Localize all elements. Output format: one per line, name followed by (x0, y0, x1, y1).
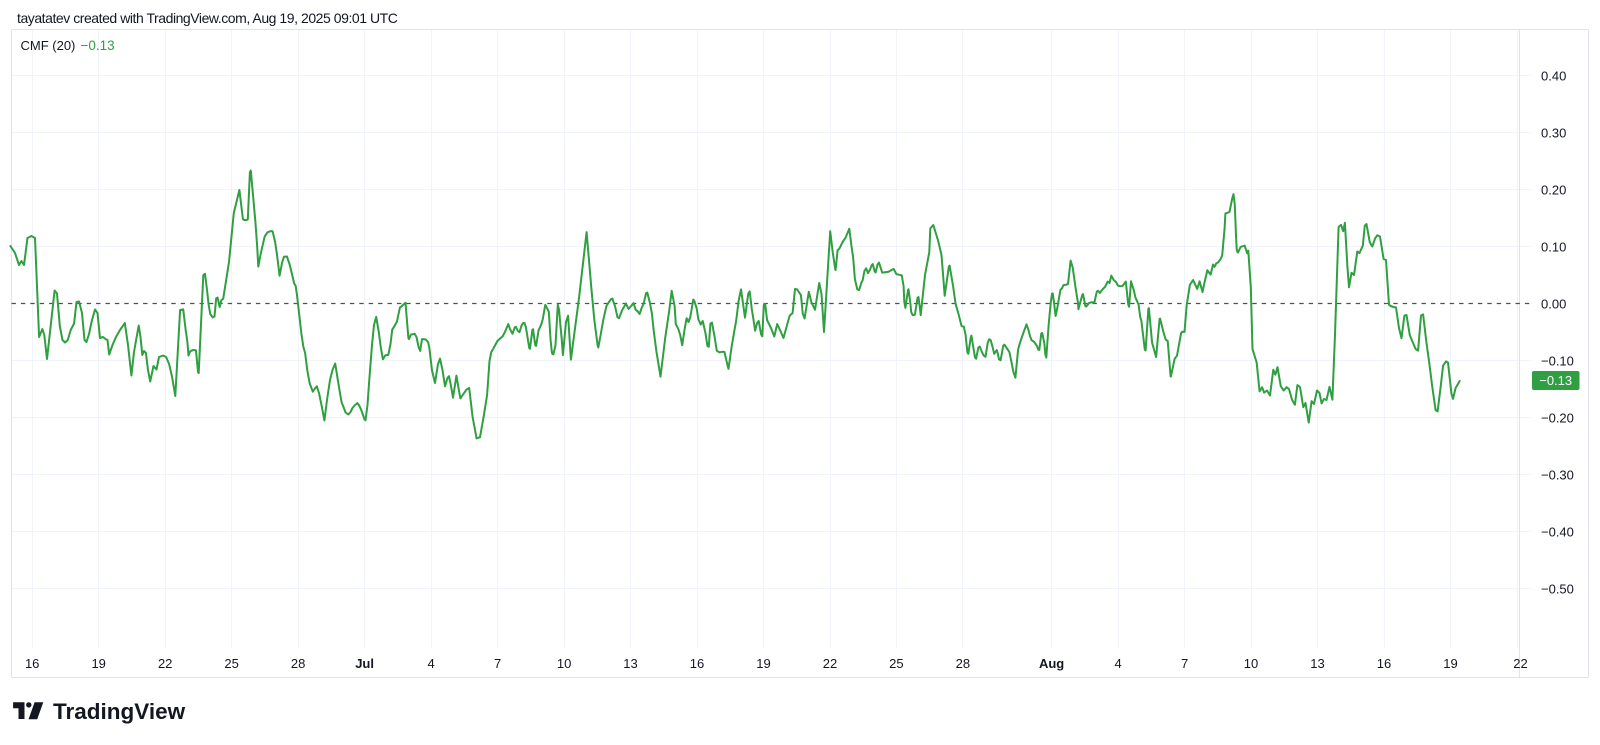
svg-text:0.30: 0.30 (1541, 126, 1566, 141)
svg-text:−0.13: −0.13 (81, 38, 115, 53)
svg-text:25: 25 (224, 656, 238, 671)
svg-text:7: 7 (1181, 656, 1188, 671)
svg-text:10: 10 (1244, 656, 1258, 671)
svg-text:Aug: Aug (1039, 656, 1064, 671)
svg-text:−0.13: −0.13 (1539, 373, 1572, 388)
svg-text:−0.40: −0.40 (1541, 525, 1574, 540)
svg-text:25: 25 (889, 656, 903, 671)
svg-text:22: 22 (158, 656, 172, 671)
svg-text:19: 19 (91, 656, 105, 671)
svg-text:tayatatev created with Trading: tayatatev created with TradingView.com, … (17, 10, 398, 26)
svg-text:16: 16 (1377, 656, 1391, 671)
svg-text:0.10: 0.10 (1541, 240, 1566, 255)
svg-text:22: 22 (823, 656, 837, 671)
svg-text:−0.10: −0.10 (1541, 354, 1574, 369)
svg-text:4: 4 (1114, 656, 1121, 671)
svg-text:16: 16 (690, 656, 704, 671)
svg-text:−0.30: −0.30 (1541, 468, 1574, 483)
svg-text:19: 19 (756, 656, 770, 671)
svg-text:22: 22 (1513, 656, 1527, 671)
svg-text:−0.50: −0.50 (1541, 582, 1574, 597)
svg-text:19: 19 (1443, 656, 1457, 671)
svg-text:TradingView: TradingView (53, 699, 186, 724)
svg-text:4: 4 (427, 656, 434, 671)
svg-text:13: 13 (623, 656, 637, 671)
svg-text:−0.20: −0.20 (1541, 411, 1574, 426)
svg-text:28: 28 (956, 656, 970, 671)
svg-text:13: 13 (1310, 656, 1324, 671)
svg-text:0.40: 0.40 (1541, 69, 1566, 84)
svg-text:28: 28 (291, 656, 305, 671)
svg-text:7: 7 (494, 656, 501, 671)
svg-text:Jul: Jul (355, 656, 374, 671)
svg-text:CMF (20): CMF (20) (21, 38, 76, 53)
svg-text:0.20: 0.20 (1541, 183, 1566, 198)
svg-text:0.00: 0.00 (1541, 297, 1566, 312)
svg-text:10: 10 (557, 656, 571, 671)
svg-text:16: 16 (25, 656, 39, 671)
